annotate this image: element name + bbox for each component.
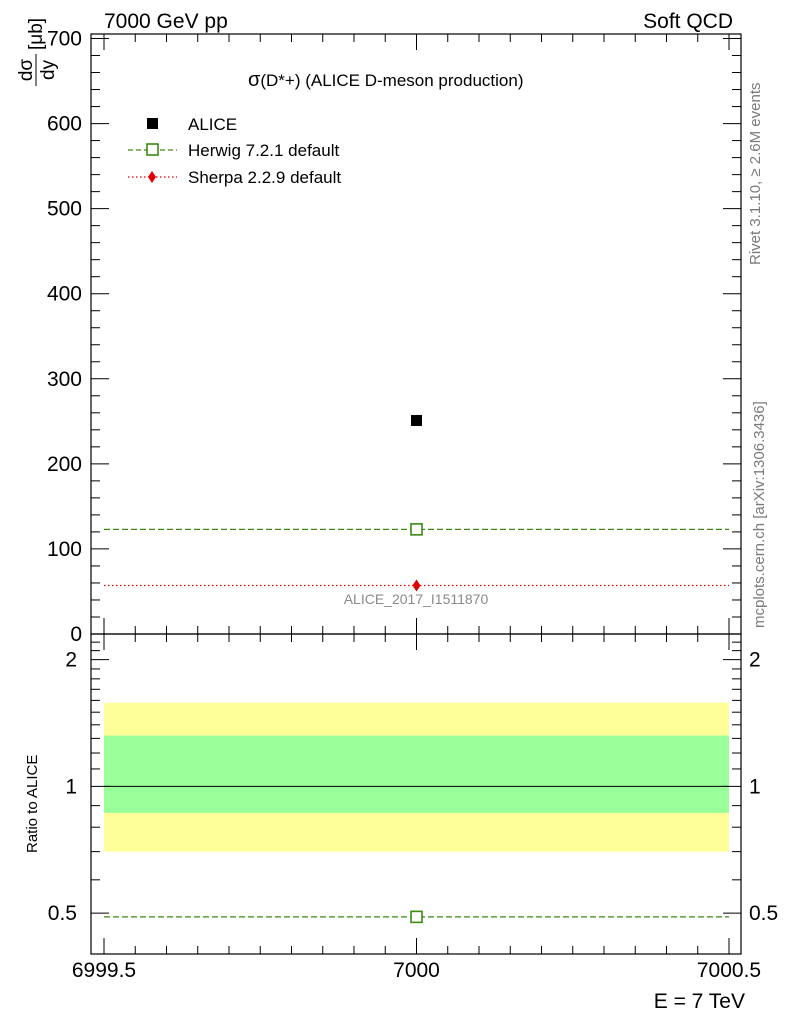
y-tick-label: 500 (47, 198, 82, 221)
title-sigma: σ (248, 69, 261, 91)
ratio-bands (104, 702, 729, 852)
svg-text:dy: dy (38, 59, 59, 80)
ratio-tick-label-right: 1 (749, 775, 761, 798)
ratio-tick-label: 0.5 (48, 902, 77, 925)
ratio-tick-label: 1 (65, 775, 77, 798)
ratio-marker-herwig (410, 910, 423, 924)
legend-label-herwig: Herwig 7.2.1 default (188, 141, 339, 160)
ratio-tick-label: 2 (65, 649, 77, 672)
header-left: 7000 GeV pp (104, 10, 228, 33)
ratio-markers (410, 910, 423, 924)
y-tick-label: 600 (47, 113, 82, 136)
svg-text:[μb]: [μb] (26, 18, 47, 50)
band-1sigma (104, 735, 729, 813)
x-axis-label: E = 7 TeV (654, 990, 745, 1013)
main-lines (104, 528, 729, 587)
ratio-tick-label-right: 2 (749, 649, 761, 672)
y-axis-label: dσ dy [μb] (16, 18, 59, 86)
mcplots-label: mcplots.cern.ch [arXiv:1306.3436] (751, 401, 768, 628)
rivet-label: Rivet 3.1.10, ≥ 2.6M events (747, 83, 764, 266)
header-right: Soft QCD (643, 10, 733, 33)
marker-alice (411, 414, 422, 426)
svg-text:dσ: dσ (16, 59, 37, 82)
legend-item-alice: ALICE (147, 115, 237, 134)
y-tick-label: 300 (47, 368, 82, 391)
chart-title: σ(D*+) (ALICE D-meson production) (248, 69, 523, 91)
ratio-lines (104, 785, 729, 918)
y-tick-label: 400 (47, 283, 82, 306)
main-markers (410, 414, 423, 592)
x-tick-label: 7000 (393, 959, 440, 982)
legend-item-herwig: Herwig 7.2.1 default (128, 141, 339, 160)
y-tick-label: 700 (47, 28, 82, 51)
marker-herwig (410, 523, 423, 536)
x-tick-label: 6999.5 (72, 959, 136, 982)
y-tick-label: 200 (47, 453, 82, 476)
legend: ALICE Herwig 7.2.1 default Sherpa 2.2.9 … (128, 115, 341, 187)
x-tick-label: 7000.5 (697, 959, 761, 982)
ratio-tick-label-right: 0.5 (749, 902, 778, 925)
legend-item-sherpa: Sherpa 2.2.9 default (128, 168, 341, 187)
title-rest: (ALICE D-meson production) (301, 71, 524, 90)
legend-label-sherpa: Sherpa 2.2.9 default (188, 168, 341, 187)
svg-text:σ(D*+) (ALICE D-meson producti: σ(D*+) (ALICE D-meson production) (248, 69, 523, 91)
analysis-label: ALICE_2017_I1511870 (344, 591, 489, 607)
ratio-axis-label: Ratio to ALICE (24, 755, 41, 853)
y-tick-label: 0 (70, 623, 82, 646)
y-tick-label: 100 (47, 538, 82, 561)
title-particle: (D*+) (260, 71, 300, 90)
legend-label-alice: ALICE (188, 115, 237, 134)
marker-sherpa (412, 579, 421, 592)
